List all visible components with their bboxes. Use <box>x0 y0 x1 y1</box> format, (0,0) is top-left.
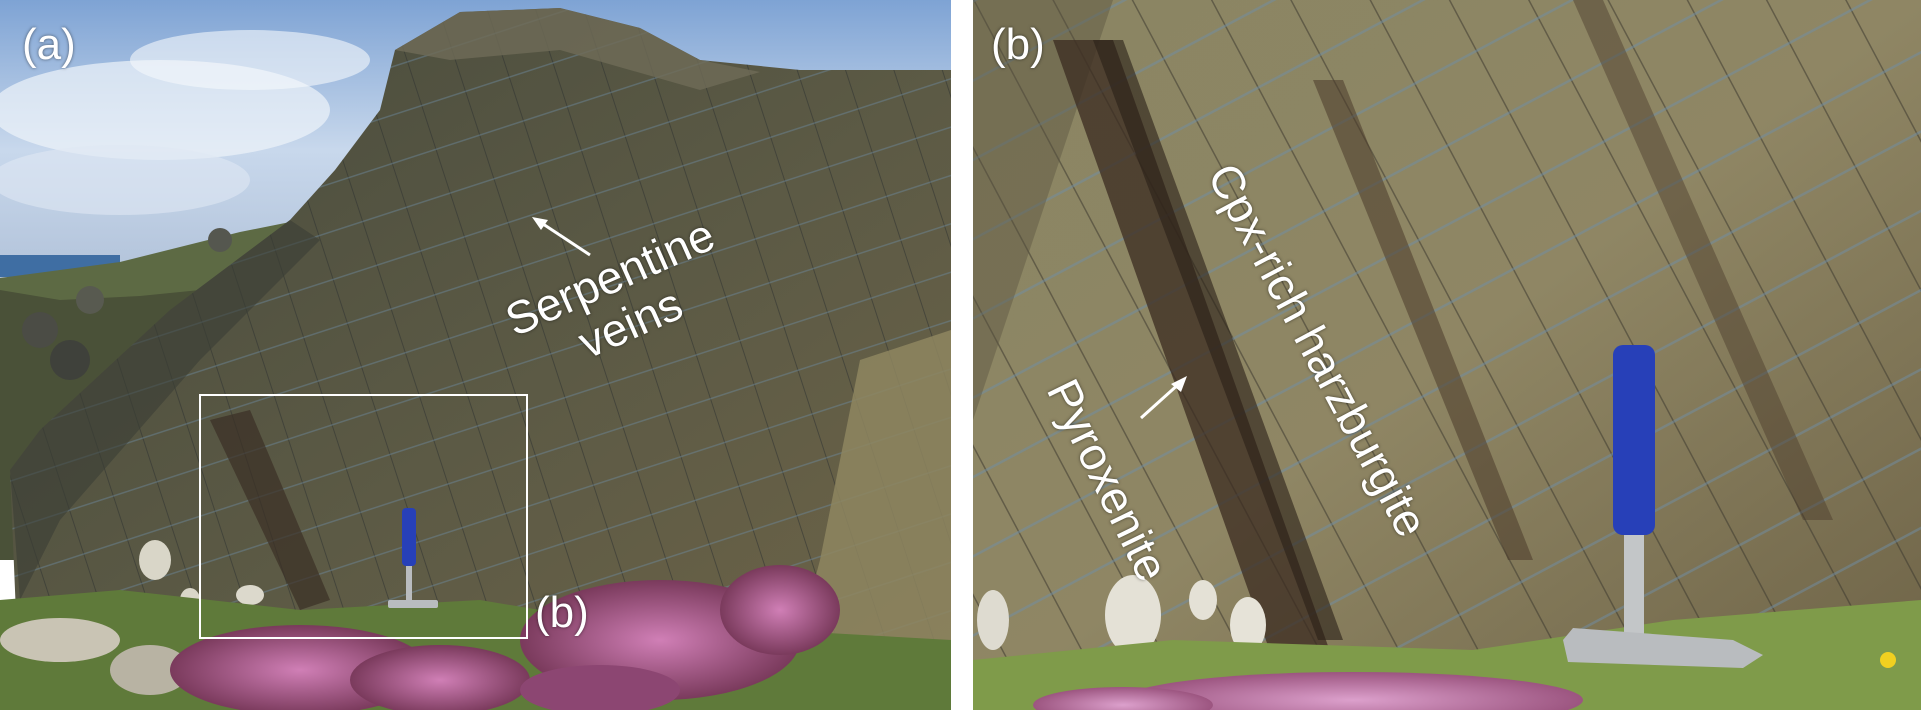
pyroxenite-arrow <box>1139 380 1183 420</box>
photo-panel-a: (a) Serpentine veins (b) <box>0 0 951 710</box>
hammer-handle-b <box>1613 345 1655 535</box>
hammer-handle <box>402 508 416 566</box>
pyroxenite-band <box>1053 40 1333 660</box>
serpentine-arrow <box>539 220 591 257</box>
photo-panel-b: (b) Cpx-rich harzburgite Pyroxenite <box>973 0 1921 710</box>
panel-b-letter: (b) <box>991 20 1045 69</box>
panel-a-letter: (a) <box>22 20 76 69</box>
outcrop-photo-a <box>0 0 951 710</box>
inset-box <box>199 394 528 639</box>
outcrop-photo-b <box>973 0 1921 710</box>
hammer-head-b <box>1563 628 1763 668</box>
inset-b-letter: (b) <box>535 588 589 637</box>
